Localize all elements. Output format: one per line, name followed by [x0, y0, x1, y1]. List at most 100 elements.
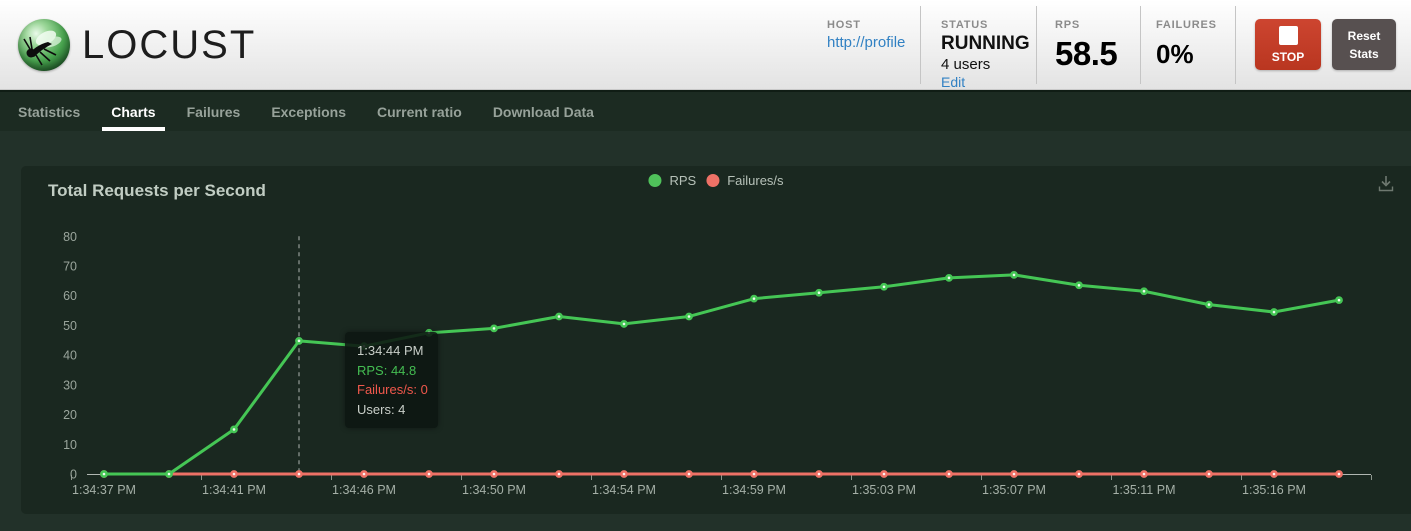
chart-tooltip: 1:34:44 PM RPS: 44.8 Failures/s: 0 Users…: [345, 332, 438, 428]
data-point[interactable]: [490, 324, 498, 333]
host-box: HOST http://profile: [817, 6, 920, 84]
reset-stats-button[interactable]: Reset Stats: [1332, 19, 1396, 70]
rps-box: RPS 58.5: [1036, 5, 1140, 84]
download-chart-icon[interactable]: [1377, 175, 1395, 193]
data-point[interactable]: [880, 470, 888, 478]
data-point[interactable]: [1075, 470, 1083, 478]
rps-line: [102, 273, 1341, 476]
chart-title: Total Requests per Second: [48, 181, 266, 200]
y-axis-label: 20: [63, 408, 77, 422]
data-point[interactable]: [620, 320, 628, 328]
tab-failures[interactable]: Failures: [186, 103, 241, 120]
y-axis-label: 30: [63, 378, 77, 392]
data-point[interactable]: [1205, 300, 1213, 309]
data-point[interactable]: [750, 294, 758, 303]
data-point[interactable]: [880, 282, 888, 291]
chart-legend: RPS Failures/s: [648, 173, 784, 188]
y-axis-label: 50: [63, 319, 77, 333]
y-axis-label: 70: [63, 259, 77, 273]
host-link[interactable]: http://profile: [827, 33, 906, 51]
data-point[interactable]: [815, 470, 823, 478]
status-box: STATUS RUNNING 4 users Edit: [920, 5, 1036, 90]
rps-value: 58.5: [1055, 34, 1118, 72]
data-point[interactable]: [685, 470, 693, 478]
locust-insect-icon: [23, 30, 62, 65]
status-users: 4 users: [941, 55, 991, 73]
x-axis-label: 1:34:41 PM: [202, 483, 266, 497]
app-header: LOCUST HOST http://profile STATUS RUNNIN…: [0, 0, 1411, 90]
status-value: RUNNING: [941, 32, 1030, 54]
data-point[interactable]: [295, 470, 303, 478]
rps-chart-plot: 0 10 20 30 40 50 60 70 80 1:34:37 PM 1:34:41 PM 1:3…: [63, 230, 1372, 497]
data-point[interactable]: [1335, 296, 1343, 305]
y-axis-label: 80: [63, 230, 77, 244]
stop-button-label: STOP: [1271, 49, 1305, 64]
data-point[interactable]: [555, 470, 563, 478]
header-buttons: STOP Reset Stats: [1236, 19, 1411, 70]
failures-label: FAILURES: [1156, 18, 1217, 31]
legend-item-rps[interactable]: RPS: [648, 173, 696, 188]
tab-charts[interactable]: Charts: [102, 92, 165, 131]
data-point[interactable]: [1140, 470, 1148, 478]
rps-chart-panel: 0 10 20 30 40 50 60 70 80 1:34:37 PM 1:34:41 PM 1:3…: [21, 166, 1411, 514]
data-point[interactable]: [750, 470, 758, 478]
host-label: HOST: [827, 18, 861, 31]
y-axis-label: 0: [70, 468, 77, 482]
data-point[interactable]: [295, 336, 303, 345]
stop-square-icon: [1278, 25, 1298, 45]
tooltip-failures: Failures/s: 0: [357, 382, 428, 397]
failures-box: FAILURES 0%: [1140, 5, 1236, 84]
data-point[interactable]: [230, 425, 238, 434]
tab-statistics[interactable]: Statistics: [18, 103, 81, 120]
x-axis-label: 1:35:11 PM: [1112, 483, 1175, 497]
x-axis-label: 1:34:37 PM: [72, 483, 136, 497]
x-axis-label: 1:35:03 PM: [852, 483, 916, 497]
data-point[interactable]: [360, 470, 368, 478]
data-point[interactable]: [1010, 470, 1018, 478]
data-point[interactable]: [1075, 281, 1083, 290]
data-point[interactable]: [100, 470, 108, 478]
edit-users-link[interactable]: Edit: [941, 73, 966, 90]
data-point[interactable]: [555, 312, 563, 321]
x-axis-label: 1:34:50 PM: [462, 483, 526, 497]
tab-current-ratio[interactable]: Current ratio: [377, 103, 462, 120]
data-point[interactable]: [1205, 470, 1213, 478]
data-point[interactable]: [1270, 470, 1278, 478]
x-axis-label: 1:35:16 PM: [1242, 483, 1306, 497]
data-point[interactable]: [425, 470, 433, 478]
rps-label: RPS: [1055, 18, 1081, 31]
data-point[interactable]: [685, 312, 693, 321]
tab-exceptions[interactable]: Exceptions: [271, 103, 347, 120]
charts-page: 0 10 20 30 40 50 60 70 80 1:34:37 PM 1:34:41 PM 1:3…: [0, 131, 1411, 529]
data-point[interactable]: [945, 273, 953, 282]
tab-download-data[interactable]: Download Data: [492, 103, 594, 120]
data-point[interactable]: [945, 470, 953, 478]
legend-item-failures[interactable]: Failures/s: [706, 173, 784, 188]
failures-legend-dot-icon: [706, 174, 720, 187]
data-point[interactable]: [1270, 308, 1278, 316]
stop-button[interactable]: STOP: [1255, 19, 1321, 70]
rps-legend-dot-icon: [648, 174, 662, 187]
data-point[interactable]: [620, 470, 628, 478]
y-axis-label: 40: [63, 349, 77, 363]
data-point[interactable]: [815, 288, 823, 297]
data-point[interactable]: [1140, 287, 1148, 296]
tooltip-time: 1:34:44 PM: [357, 343, 424, 358]
data-point[interactable]: [1010, 270, 1018, 279]
x-axis-label: 1:34:59 PM: [722, 483, 786, 497]
logo-text: LOCUST: [82, 22, 257, 67]
rps-legend-label: RPS: [669, 173, 697, 188]
locust-logo-icon: [18, 18, 70, 71]
y-axis-label: 60: [63, 289, 77, 303]
x-axis-label: 1:34:46 PM: [332, 483, 396, 497]
data-point[interactable]: [165, 470, 173, 478]
locust-logo: LOCUST: [0, 18, 257, 71]
data-point[interactable]: [490, 470, 498, 478]
x-axis-label: 1:35:07 PM: [982, 483, 1046, 497]
x-axis-label: 1:34:54 PM: [592, 483, 656, 497]
tooltip-rps: RPS: 44.8: [357, 362, 417, 378]
data-point[interactable]: [230, 470, 238, 478]
tooltip-users: Users: 4: [357, 401, 406, 417]
data-point[interactable]: [1335, 470, 1343, 478]
main-nav: Statistics Charts Failures Exceptions Cu…: [0, 90, 1411, 131]
